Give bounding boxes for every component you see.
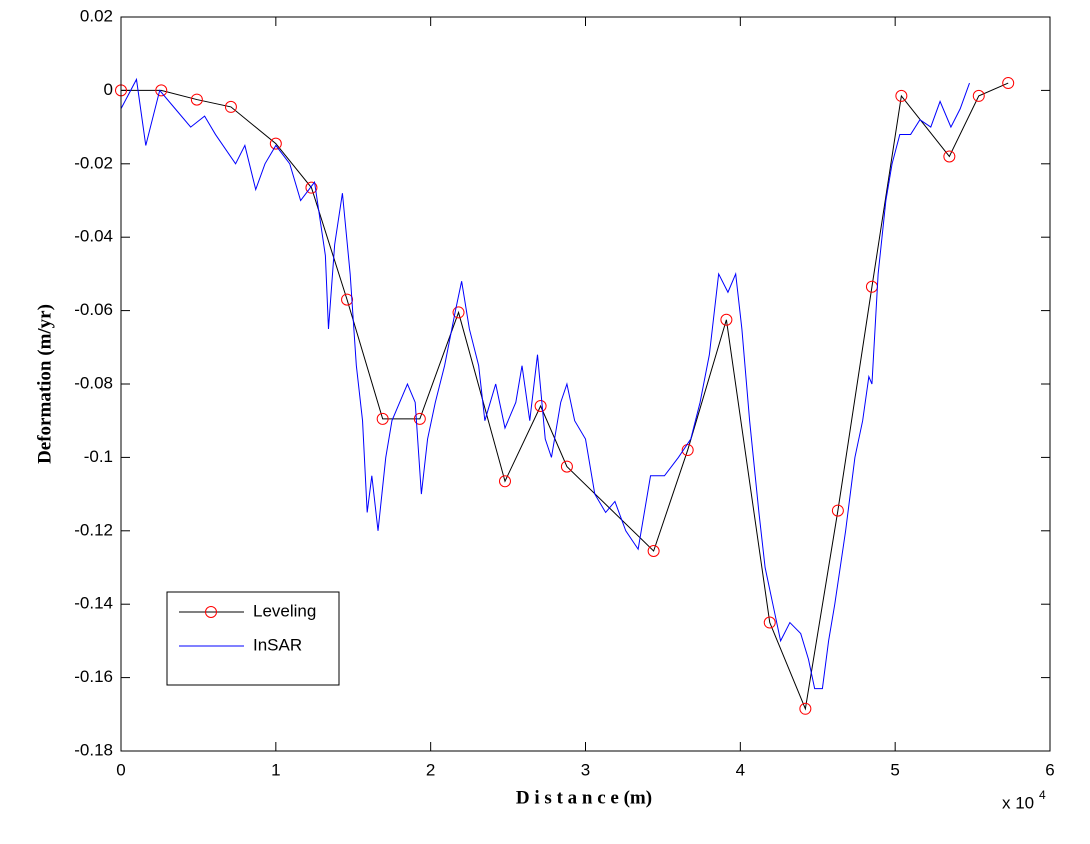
- y-tick-label: -0.08: [74, 373, 113, 392]
- x-tick-label: 1: [271, 760, 280, 779]
- marker: [895, 89, 908, 102]
- marker: [224, 100, 237, 113]
- marker: [681, 444, 694, 457]
- marker: [972, 89, 985, 102]
- x-tick-label: 5: [890, 760, 899, 779]
- x-multiplier: x 10: [1002, 793, 1034, 812]
- y-tick-label: -0.1: [84, 447, 113, 466]
- x-tick-label: 2: [426, 760, 435, 779]
- marker: [534, 400, 547, 413]
- marker: [831, 504, 844, 517]
- marker: [720, 313, 733, 326]
- marker: [1002, 77, 1015, 90]
- marker: [799, 702, 812, 715]
- marker: [305, 181, 318, 194]
- marker: [647, 544, 660, 557]
- legend-label: Leveling: [253, 601, 316, 620]
- marker: [943, 150, 956, 163]
- marker: [452, 306, 465, 319]
- marker: [341, 293, 354, 306]
- legend-label: InSAR: [253, 635, 302, 654]
- marker: [413, 412, 426, 425]
- legend-marker: [205, 606, 217, 618]
- x-tick-label: 4: [736, 760, 745, 779]
- y-tick-label: 0.02: [80, 6, 113, 25]
- y-axis-label: Deformation (m/yr): [34, 304, 55, 464]
- marker: [763, 616, 776, 629]
- y-tick-label: -0.18: [74, 740, 113, 759]
- series-line: [121, 82, 1009, 711]
- marker: [190, 93, 203, 106]
- y-tick-label: -0.06: [74, 300, 113, 319]
- marker: [269, 137, 282, 150]
- y-tick-label: -0.02: [74, 153, 113, 172]
- marker: [498, 475, 511, 488]
- x-axis-label: D i s t a n c e (m): [516, 787, 652, 808]
- y-tick-label: -0.04: [74, 227, 113, 246]
- series-line: [120, 77, 970, 690]
- y-tick-label: 0: [104, 80, 113, 99]
- x-tick-label: 0: [116, 760, 125, 779]
- plot-frame: [120, 16, 1051, 752]
- marker: [560, 460, 573, 473]
- y-tick-label: -0.14: [74, 594, 113, 613]
- y-tick-label: -0.16: [74, 667, 113, 686]
- x-tick-label: 3: [581, 760, 590, 779]
- y-tick-label: -0.12: [74, 520, 113, 539]
- marker: [155, 84, 168, 97]
- marker: [376, 412, 389, 425]
- legend-box: [166, 591, 340, 686]
- x-multiplier-exponent: 4: [1039, 788, 1046, 802]
- x-tick-label: 6: [1045, 760, 1054, 779]
